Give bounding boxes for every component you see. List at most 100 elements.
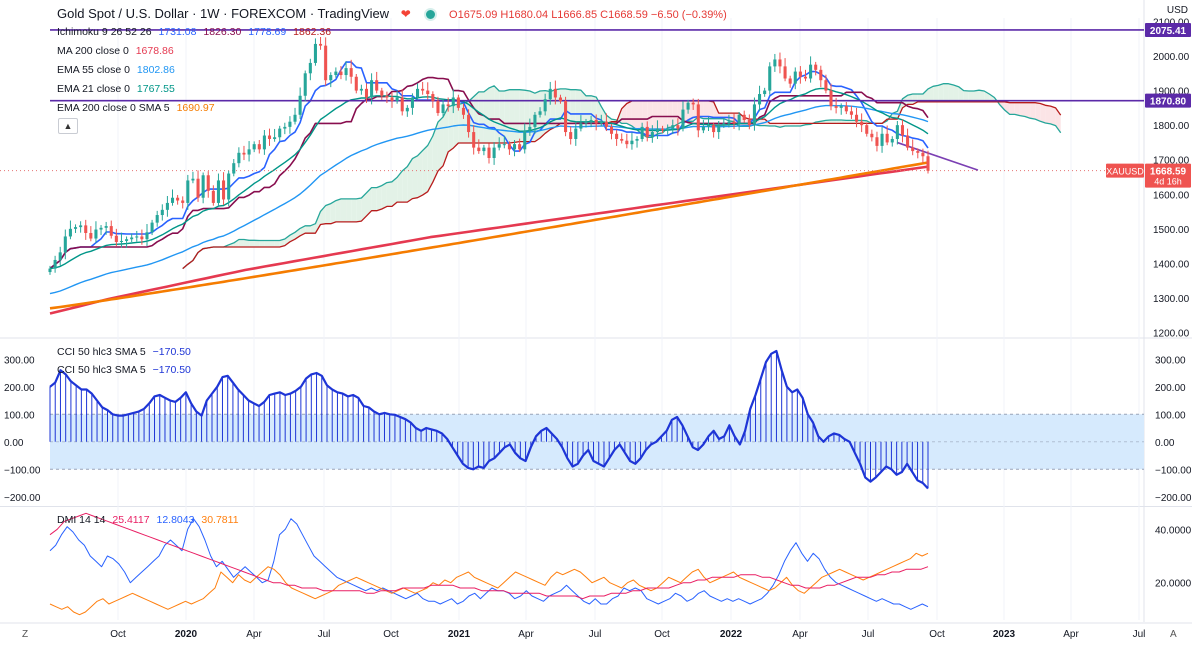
legend-ema55[interactable]: EMA 55 close 0 1802.86 [57,64,175,76]
candle-body [273,137,277,139]
cloud-segment [973,90,980,102]
candle-body [334,71,338,76]
grid-lines [0,0,1192,624]
cloud-segment [325,203,331,224]
candle-body [594,119,598,124]
candle-body [278,128,282,138]
candle-body [635,138,639,141]
candle-body [890,138,894,143]
candle-body [436,100,440,114]
legend-ema21[interactable]: EMA 21 close 0 1767.55 [57,83,175,95]
candle-body [222,180,226,200]
candle-body [722,123,726,126]
candle-body [155,215,159,223]
candle-body [906,135,910,148]
candle-body [839,106,843,108]
candle-body [170,197,175,203]
candle-body [385,95,389,98]
price-tick-label: 1600.00 [1153,190,1190,201]
cloud-segment [1009,102,1015,115]
candle-body [165,202,169,210]
cloud-segment [397,170,403,203]
candle-body [829,90,833,107]
price-tick-label: 1700.00 [1153,156,1190,167]
cloud-segment [831,119,837,124]
candle-body [303,73,307,96]
cloud-segment [448,104,454,152]
cloud-segment [259,240,265,247]
candle-body [431,94,435,101]
candle-body [252,144,256,150]
currency-label[interactable]: USD [1166,5,1188,16]
candle-body [370,80,374,98]
candle-body [84,225,88,233]
candle-body [416,88,420,98]
candle-body [900,125,905,136]
cloud-segment [310,223,316,234]
cloud-segment [417,150,423,198]
dmi-minus-line [49,552,929,616]
cloud-segment [371,187,377,211]
cloud-segment [494,85,500,143]
cloud-segment [315,211,321,234]
price-tick-label: 1900.00 [1153,87,1190,98]
legend-value: −170.50 [152,364,191,376]
level-mid-tag-bg [1145,93,1191,108]
candle-body [247,149,251,155]
zoom-left-button[interactable]: Z [22,629,29,640]
legend-ema200[interactable]: EMA 200 close 0 SMA 5 1690.97 [57,102,215,114]
ema21-line [49,87,929,270]
candle-body [849,111,853,115]
cloud-segment [601,106,607,124]
candle-body [181,200,185,203]
last-price-tag: 1668.59 [1150,167,1187,178]
legend-cci-b[interactable]: CCI 50 hlc3 SMA 5 −170.50 [57,364,191,376]
cloud-segment [938,83,944,102]
cloud-segment [907,94,913,105]
candle-body [824,80,828,91]
candle-body [89,232,93,239]
candle-body [63,236,67,253]
cloud-segment [1035,102,1041,122]
dmi-tick-label: 20.0000 [1155,579,1192,590]
cloud-segment [637,100,643,135]
ichimoku-cloud [182,83,1061,269]
cci-tick-label-left: −100.00 [4,465,41,476]
legend-ichimoku[interactable]: Ichimoku 9 26 52 26 1731.08 1826.30 1778… [57,26,331,38]
collapse-legend-button[interactable]: ▲ [58,118,78,134]
cloud-segment [1019,102,1025,117]
cloud-segment [504,89,510,143]
legend-dmi[interactable]: DMI 14 14 25.4117 12.8043 30.7811 [57,514,239,526]
candle-body [895,125,899,139]
cloud-segment [249,240,255,247]
countdown-tag: 4d 16h [1154,177,1182,187]
cci-tick-label-right: −100.00 [1155,465,1192,476]
legend-label: CCI 50 hlc3 SMA 5 [57,346,146,358]
candle-body [518,144,522,150]
cloud-segment [284,235,290,246]
candle-body [620,138,624,141]
candle-body [528,126,532,131]
cloud-segment [958,86,964,102]
ohlc-readout: O1675.09 H1680.04 L1666.85 C1668.59 −6.5… [449,9,727,21]
dmi-plus-line [49,518,929,610]
candle-body [747,119,751,126]
cloud-segment [351,198,357,222]
candle-body [53,259,57,269]
candle-body [380,90,384,96]
candle-body [548,88,552,100]
legend-cci-a[interactable]: CCI 50 hlc3 SMA 5 −170.50 [57,346,191,358]
cloud-segment [346,198,352,222]
candle-body [267,135,272,139]
candle-body [564,100,568,133]
price-tick-label: 1500.00 [1153,225,1190,236]
candle-body [870,133,874,138]
legend-ma200[interactable]: MA 200 close 0 1678.86 [57,45,174,57]
candle-body [625,140,629,145]
candle-body [589,119,593,122]
candle-body [926,156,930,171]
candle-body [349,68,353,77]
heart-icon[interactable]: ❤ [400,7,411,21]
auto-scale-button[interactable]: A [1170,629,1177,640]
